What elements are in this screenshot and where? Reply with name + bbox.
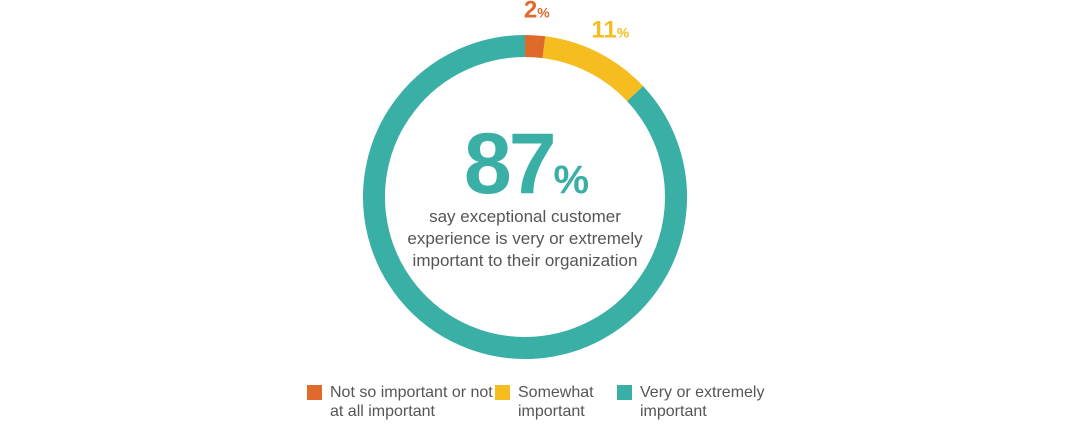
center-caption: say exceptional customer experience is v…: [407, 207, 643, 270]
legend-label: Somewhat important: [518, 384, 594, 420]
legend-item: Not so important or not at all important: [307, 383, 500, 421]
donut-segment: [542, 36, 644, 102]
legend-item: Somewhat important: [495, 383, 618, 421]
legend-swatch: [307, 385, 322, 400]
donut-segment: [524, 35, 546, 59]
center-value: 87%: [464, 116, 589, 212]
legend-item: Very or extremely important: [617, 383, 800, 421]
legend-label: Not so important or not at all important: [330, 384, 493, 420]
legend-label: Very or extremely important: [640, 384, 765, 420]
value-label: 11%: [591, 16, 629, 43]
value-label: 2%: [524, 0, 550, 23]
legend-swatch: [617, 385, 632, 400]
legend-swatch: [495, 385, 510, 400]
donut-segment: [363, 35, 687, 359]
